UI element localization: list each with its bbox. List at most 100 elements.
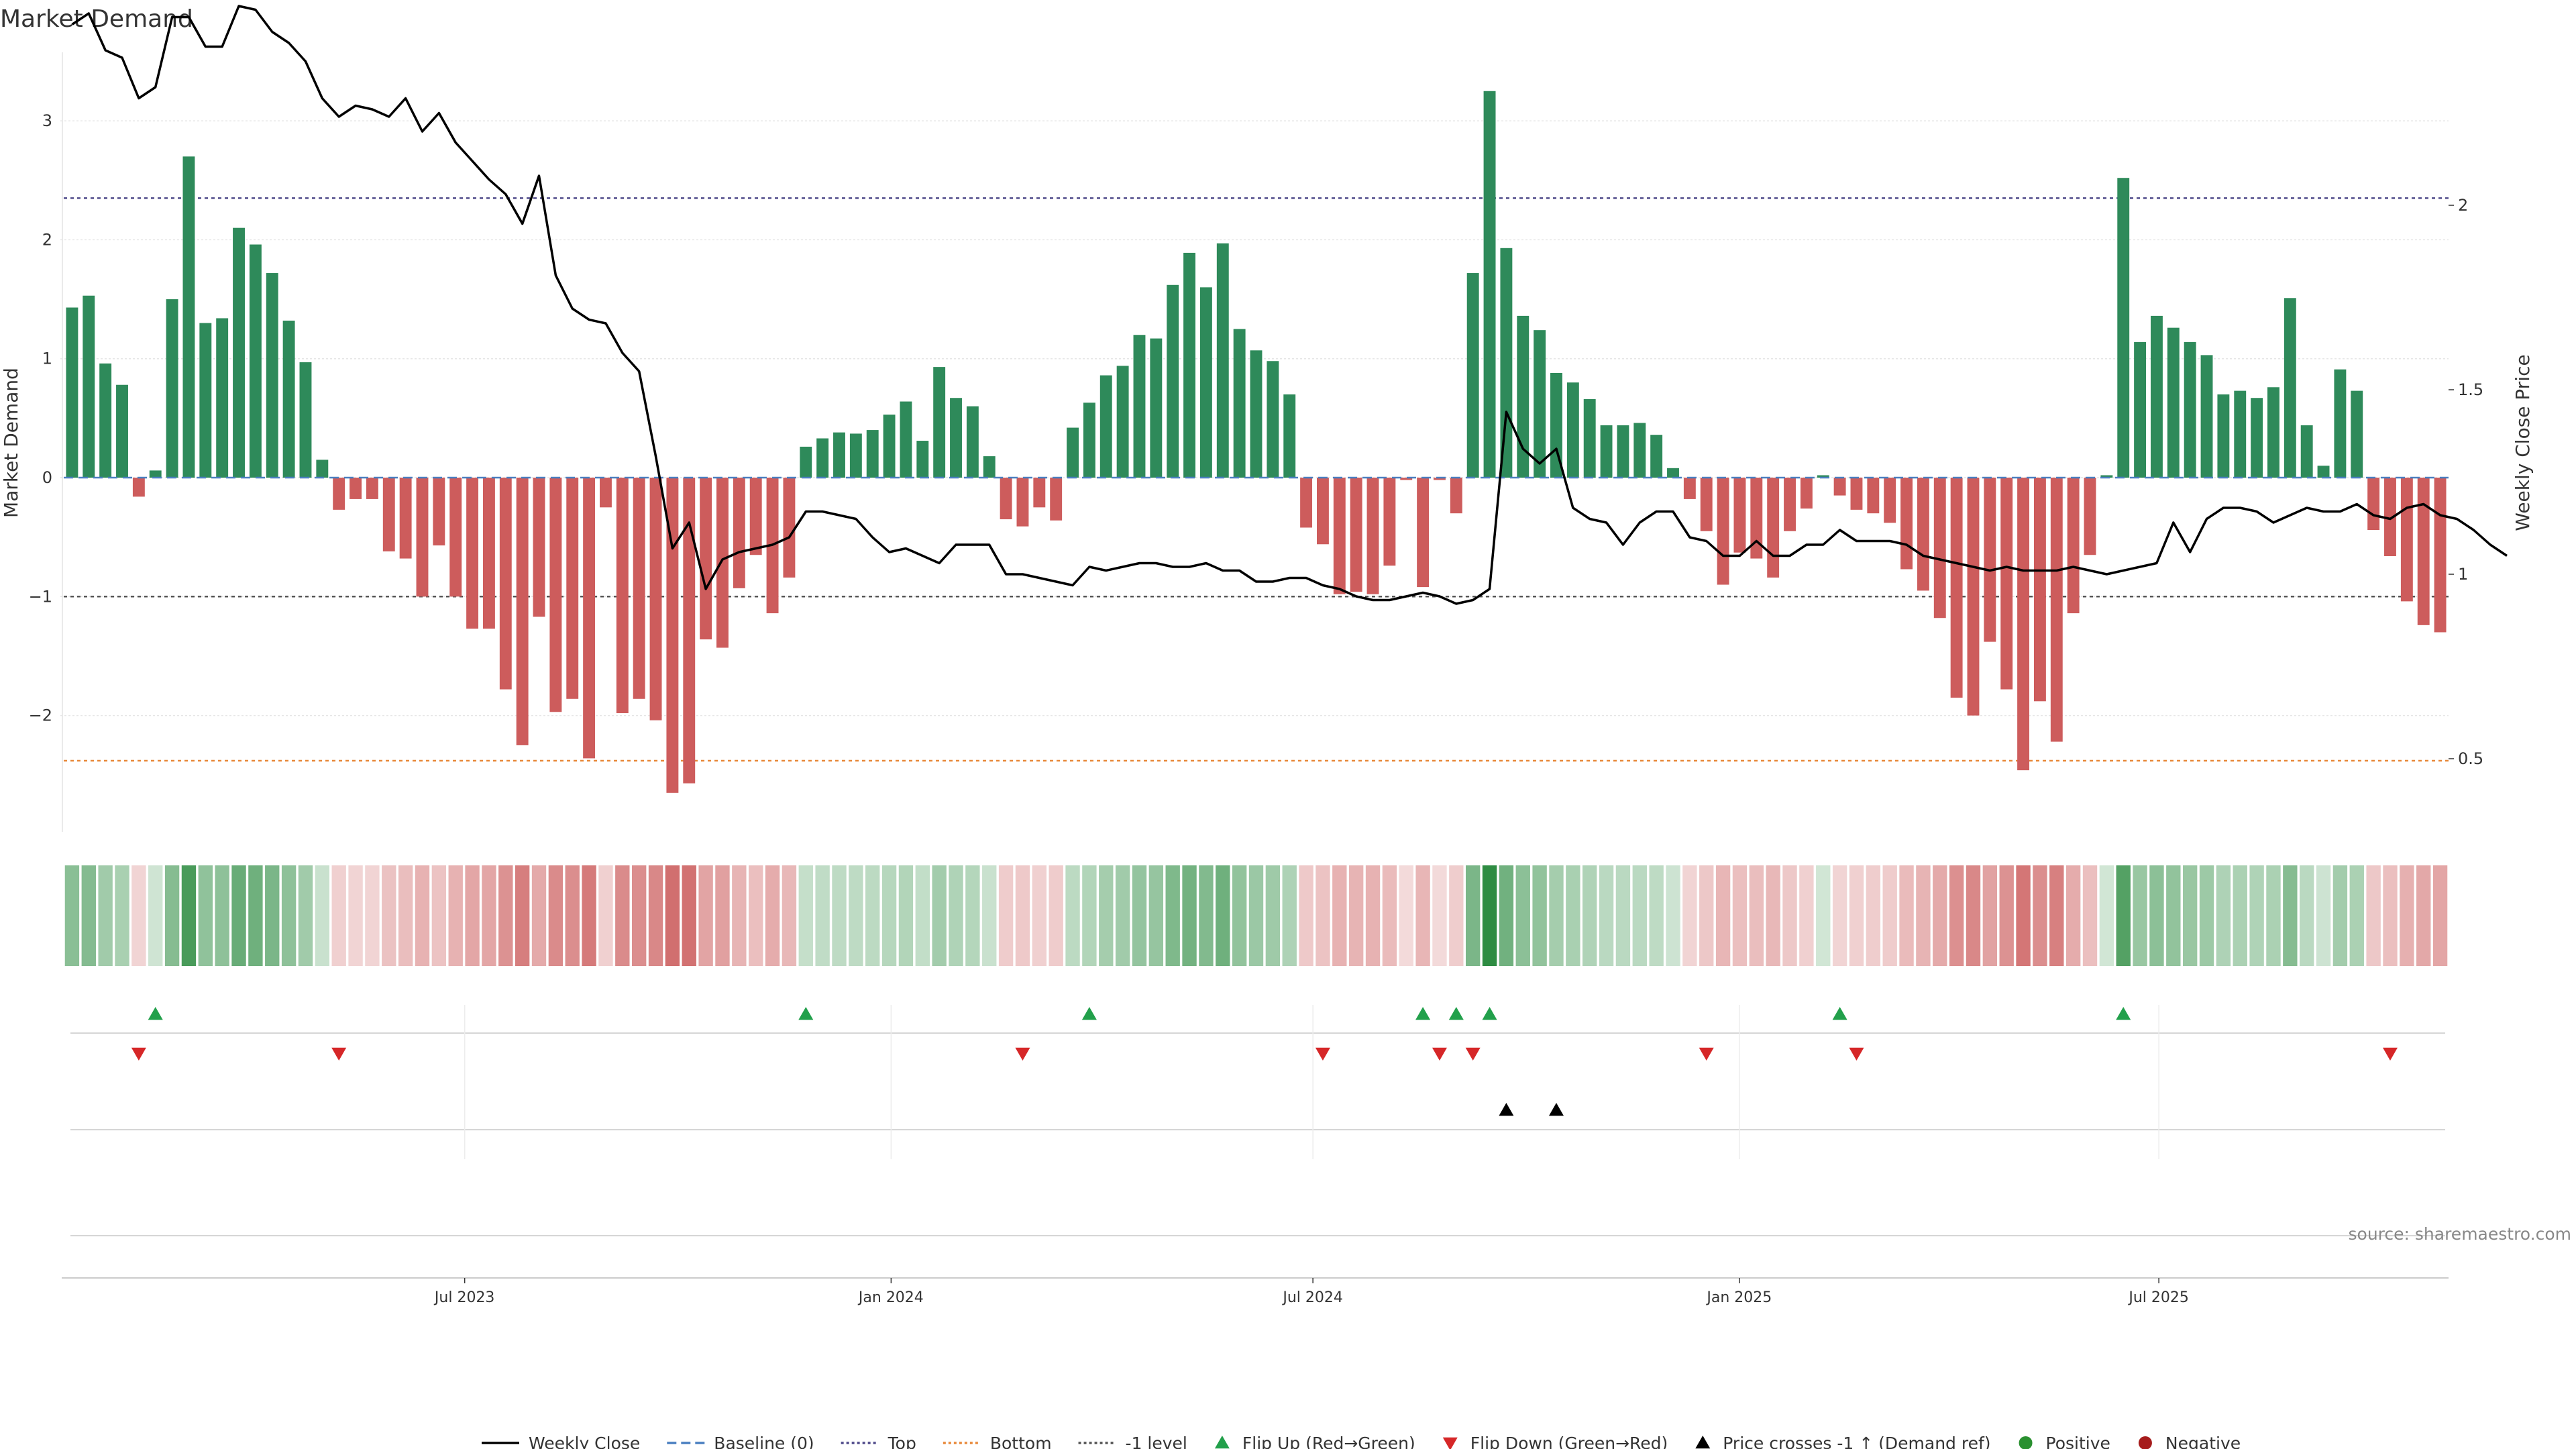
legend-swatch bbox=[1695, 1436, 1711, 1449]
legend-item: Negative bbox=[2138, 1434, 2241, 1449]
demand-bar bbox=[1199, 287, 1212, 478]
heat-cell bbox=[1666, 865, 1680, 966]
heat-cell bbox=[2249, 865, 2264, 966]
legend-label: Flip Down (Green→Red) bbox=[1470, 1434, 1668, 1449]
y-tick-label: 1 bbox=[42, 350, 52, 368]
heat-cell bbox=[1949, 865, 1964, 966]
heat-cell bbox=[1866, 865, 1881, 966]
heat-cell bbox=[1966, 865, 1981, 966]
heat-cell bbox=[81, 865, 96, 966]
demand-bar bbox=[2300, 425, 2313, 478]
demand-bar bbox=[333, 478, 345, 510]
demand-bar bbox=[1083, 402, 1095, 478]
heat-cell bbox=[281, 865, 297, 966]
demand-bar bbox=[282, 320, 295, 478]
legend-label: -1 level bbox=[1126, 1434, 1187, 1449]
heat-cell bbox=[315, 865, 330, 966]
y-axis-ticks: −2 −1 0 1 2 3 bbox=[29, 111, 52, 724]
flip-up-marker bbox=[1415, 1007, 1431, 1020]
heat-cell bbox=[881, 865, 897, 966]
y-tick-label: −1 bbox=[29, 587, 52, 606]
demand-bar bbox=[316, 460, 329, 478]
legend-item: Price crosses -1 ↑ (Demand ref) bbox=[1695, 1434, 1991, 1449]
heat-cell bbox=[1532, 865, 1547, 966]
demand-bar bbox=[849, 433, 862, 478]
heat-cell bbox=[2149, 865, 2164, 966]
demand-bar bbox=[1583, 398, 1596, 478]
demand-bar bbox=[466, 478, 479, 629]
heat-cell bbox=[382, 865, 396, 966]
demand-bar bbox=[733, 478, 745, 588]
demand-bar bbox=[2200, 355, 2213, 478]
x-tick-label: Jul 2025 bbox=[2127, 1289, 2189, 1306]
demand-bar bbox=[2167, 327, 2180, 478]
heat-cell bbox=[782, 865, 797, 966]
heat-cell bbox=[2099, 865, 2114, 966]
heat-cell bbox=[648, 865, 663, 966]
heat-cell bbox=[832, 865, 847, 966]
demand-bar bbox=[1150, 338, 1163, 478]
heat-cell bbox=[1549, 865, 1564, 966]
demand-bar bbox=[1000, 478, 1012, 520]
demand-bar bbox=[566, 478, 579, 699]
heat-cell bbox=[1999, 865, 2014, 966]
heat-cell bbox=[1849, 865, 1864, 966]
demand-bar bbox=[716, 478, 729, 648]
demand-bar bbox=[2317, 466, 2330, 478]
heat-cell bbox=[2133, 865, 2147, 966]
heat-cell bbox=[2432, 865, 2448, 966]
heat-cell bbox=[2216, 865, 2231, 966]
price-cross-marker bbox=[1548, 1103, 1564, 1116]
heat-cell bbox=[548, 865, 564, 966]
heat-cell bbox=[615, 865, 630, 966]
demand-bar bbox=[482, 478, 495, 629]
heat-cell bbox=[1899, 865, 1914, 966]
demand-bar bbox=[2334, 369, 2347, 478]
demand-bar bbox=[449, 478, 462, 597]
y2-axis-label: Weekly Close Price bbox=[2512, 354, 2534, 531]
demand-bar bbox=[166, 299, 178, 478]
demand-bar bbox=[1333, 478, 1346, 594]
heat-cell bbox=[715, 865, 730, 966]
heat-cell bbox=[949, 865, 963, 966]
legend-item: Top bbox=[841, 1434, 916, 1449]
heat-cell bbox=[265, 865, 280, 966]
heat-cell bbox=[1382, 865, 1397, 966]
demand-bar bbox=[2417, 478, 2430, 625]
heat-cell bbox=[1632, 865, 1647, 966]
demand-bar bbox=[1984, 478, 1996, 642]
y-axis-label: Market Demand bbox=[0, 368, 22, 518]
heat-cell bbox=[1065, 865, 1080, 966]
heat-cell bbox=[1132, 865, 1147, 966]
legend-label: Baseline (0) bbox=[714, 1434, 814, 1449]
demand-bar bbox=[1667, 468, 1679, 478]
heat-cell bbox=[1482, 865, 1497, 966]
heat-cell bbox=[1749, 865, 1764, 966]
demand-bar bbox=[1283, 394, 1296, 478]
y-tick-label: 0 bbox=[42, 468, 52, 487]
heat-cell bbox=[1916, 865, 1931, 966]
demand-bar bbox=[1967, 478, 1980, 716]
price-line-layer bbox=[64, 5, 2508, 605]
demand-bar bbox=[516, 478, 529, 745]
heat-cell bbox=[1649, 865, 1664, 966]
heat-cell bbox=[515, 865, 530, 966]
legend-item: Bottom bbox=[943, 1434, 1052, 1449]
heat-cell bbox=[2182, 865, 2198, 966]
heat-cell bbox=[1182, 865, 1197, 966]
heat-cell bbox=[1933, 865, 1947, 966]
y2-tick-label: 2 bbox=[2458, 196, 2468, 215]
heat-cell bbox=[2049, 865, 2064, 966]
heat-cell bbox=[1982, 865, 1998, 966]
heat-cell bbox=[248, 865, 263, 966]
legend-label: Positive bbox=[2046, 1434, 2110, 1449]
heat-cell bbox=[2400, 865, 2414, 966]
heat-cell bbox=[932, 865, 947, 966]
demand-bar bbox=[1316, 478, 1329, 545]
heat-cell bbox=[348, 865, 363, 966]
legend-item: Flip Down (Green→Red) bbox=[1442, 1434, 1668, 1449]
heat-cell bbox=[1232, 865, 1247, 966]
flip-down-marker bbox=[2382, 1047, 2398, 1061]
heat-cell bbox=[1582, 865, 1597, 966]
heat-cell bbox=[498, 865, 513, 966]
